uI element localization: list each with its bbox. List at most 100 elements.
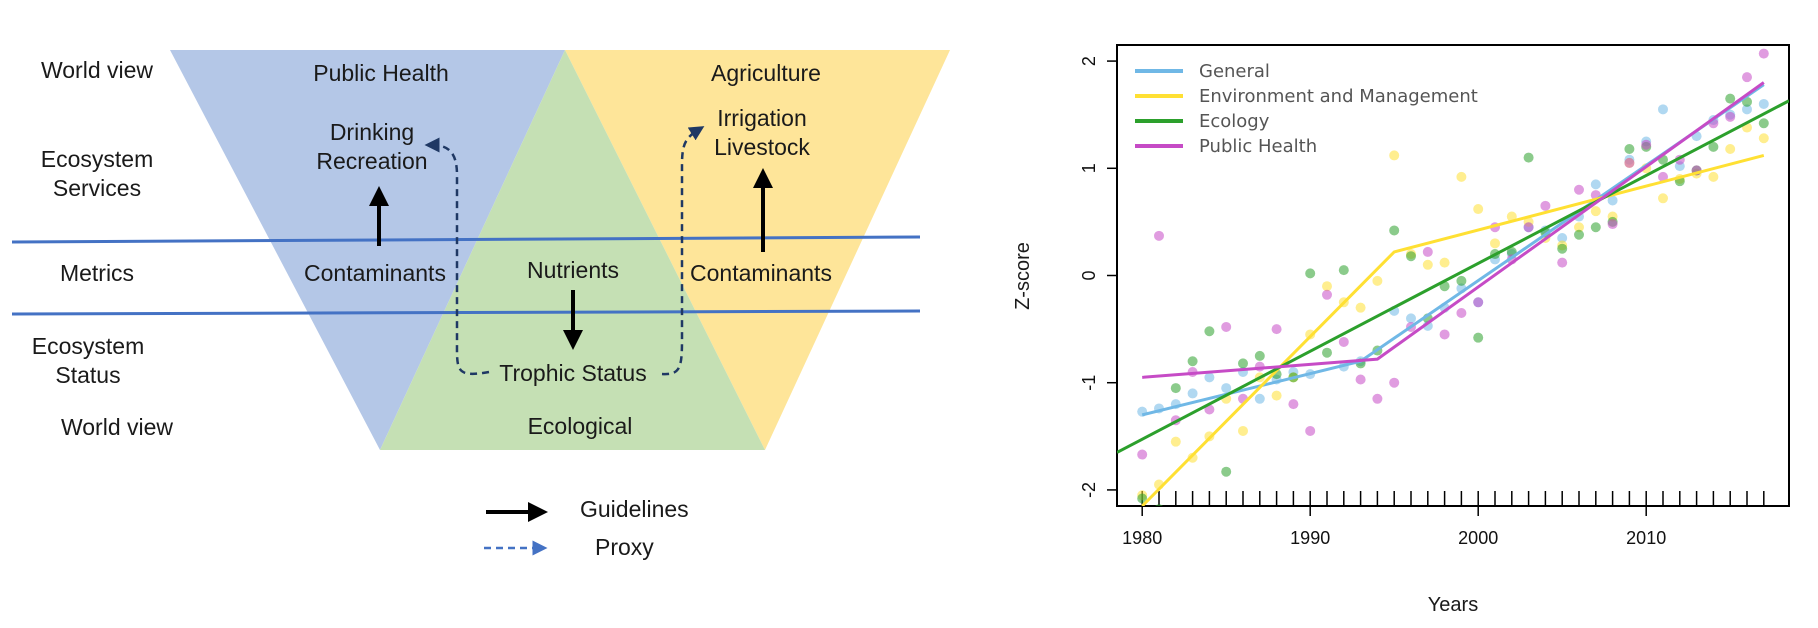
metrics-lower-line [11,309,921,316]
data-point [1154,230,1164,241]
data-point [1725,93,1736,104]
data-point [1742,104,1752,115]
data-point [1574,184,1584,195]
row-label-ecosystem-status-line1: Ecosystem [32,333,144,359]
data-point [1137,449,1148,460]
public-health-triangle [170,50,565,450]
data-point [1204,372,1215,383]
data-point [1170,436,1181,447]
trend-line [1141,83,1765,417]
data-point [1557,257,1568,268]
row-label-ecosystem-services-line1: Ecosystem [41,146,153,172]
data-point [1725,143,1736,154]
framework-diagram: World view Ecosystem Services Metrics Ec… [11,50,950,560]
x-axis: 1980 1990 2000 2010 [1122,491,1765,548]
data-point [1725,111,1736,122]
agriculture-service-irrigation: Irrigation [717,105,806,131]
row-label-world-view-top: World view [41,57,153,83]
data-point [1254,350,1265,361]
data-point [1372,393,1383,404]
public-health-metric: Contaminants [304,260,446,286]
data-point [1590,222,1601,233]
y-tick-label: 1 [1079,163,1099,173]
data-point [1473,297,1484,308]
data-point [1187,452,1198,463]
trend-line [1141,153,1765,506]
data-point [1456,171,1467,182]
data-point [1658,104,1668,115]
data-point [1355,302,1366,313]
diagram-legend: Guidelines Proxy [484,496,689,560]
ecological-metric: Nutrients [527,257,619,283]
agriculture-triangle [565,50,950,450]
data-point [1641,139,1652,150]
data-point [1355,374,1366,385]
data-point [1758,48,1769,59]
data-point [1439,257,1450,268]
row-label-metrics: Metrics [60,260,134,286]
proxy-arrow-to-irrigation [661,126,705,376]
data-point [1170,383,1181,394]
data-point [1322,347,1332,358]
data-point [1406,313,1416,324]
ecological-status: Trophic Status [499,360,646,386]
x-axis-label: Years [1428,594,1478,616]
agriculture-metric: Contaminants [690,260,832,286]
data-point [1624,143,1635,154]
legend-label: Public Health [1199,136,1317,157]
row-label-ecosystem-services-line2: Services [53,175,141,201]
data-point [1288,399,1299,410]
data-point [1456,308,1467,319]
y-tick-label: -2 [1079,482,1099,498]
data-point [1187,356,1198,367]
y-tick-label: 2 [1079,56,1099,66]
data-point [1271,324,1282,335]
trend-lines [1117,81,1789,506]
data-point [1389,377,1400,388]
data-point [1590,179,1601,190]
data-point [1708,171,1719,182]
data-point [1221,383,1232,394]
data-point [1271,390,1282,401]
legend-label: General [1199,61,1270,82]
data-point [1624,157,1635,168]
data-point [1221,321,1232,332]
data-point [1389,225,1400,236]
legend-guidelines-label: Guidelines [580,496,689,522]
zscore-chart: -2 -1 0 1 2 1980 1990 2000 2010 General Environm… [1012,44,1790,616]
chart-legend: General Environment and Management Ecology… [1135,61,1478,157]
ecological-triangle [380,50,765,450]
data-point [1473,332,1484,343]
data-point [1758,118,1769,129]
data-point [1557,243,1568,254]
data-point [1658,171,1668,182]
data-point [1574,222,1584,233]
data-point [1406,251,1416,262]
data-point [1305,425,1316,436]
data-point [1473,204,1484,215]
public-health-service-drinking: Drinking [330,119,414,145]
data-point [1439,329,1450,340]
data-point [1338,265,1349,276]
data-point [1389,150,1400,161]
public-health-service-recreation: Recreation [316,148,427,174]
row-label-world-view-bottom: World view [61,414,173,440]
data-point [1456,275,1467,286]
data-point [1238,358,1248,369]
x-tick-label: 1990 [1290,528,1330,548]
trend-line [1142,81,1765,379]
y-axis: -2 -1 0 1 2 [1079,56,1117,498]
legend-label: Environment and Management [1199,86,1478,107]
data-point [1204,326,1215,337]
data-point [1658,193,1668,204]
ecological-title: Ecological [528,413,633,439]
y-tick-label: 0 [1079,270,1099,280]
data-point [1422,259,1433,270]
data-point [1523,222,1534,233]
data-point [1574,229,1584,240]
row-label-ecosystem-status-line2: Status [55,362,120,388]
data-point [1238,425,1248,436]
x-tick-label: 1980 [1122,528,1162,548]
legend-proxy-label: Proxy [595,534,654,560]
data-point [1607,195,1618,206]
